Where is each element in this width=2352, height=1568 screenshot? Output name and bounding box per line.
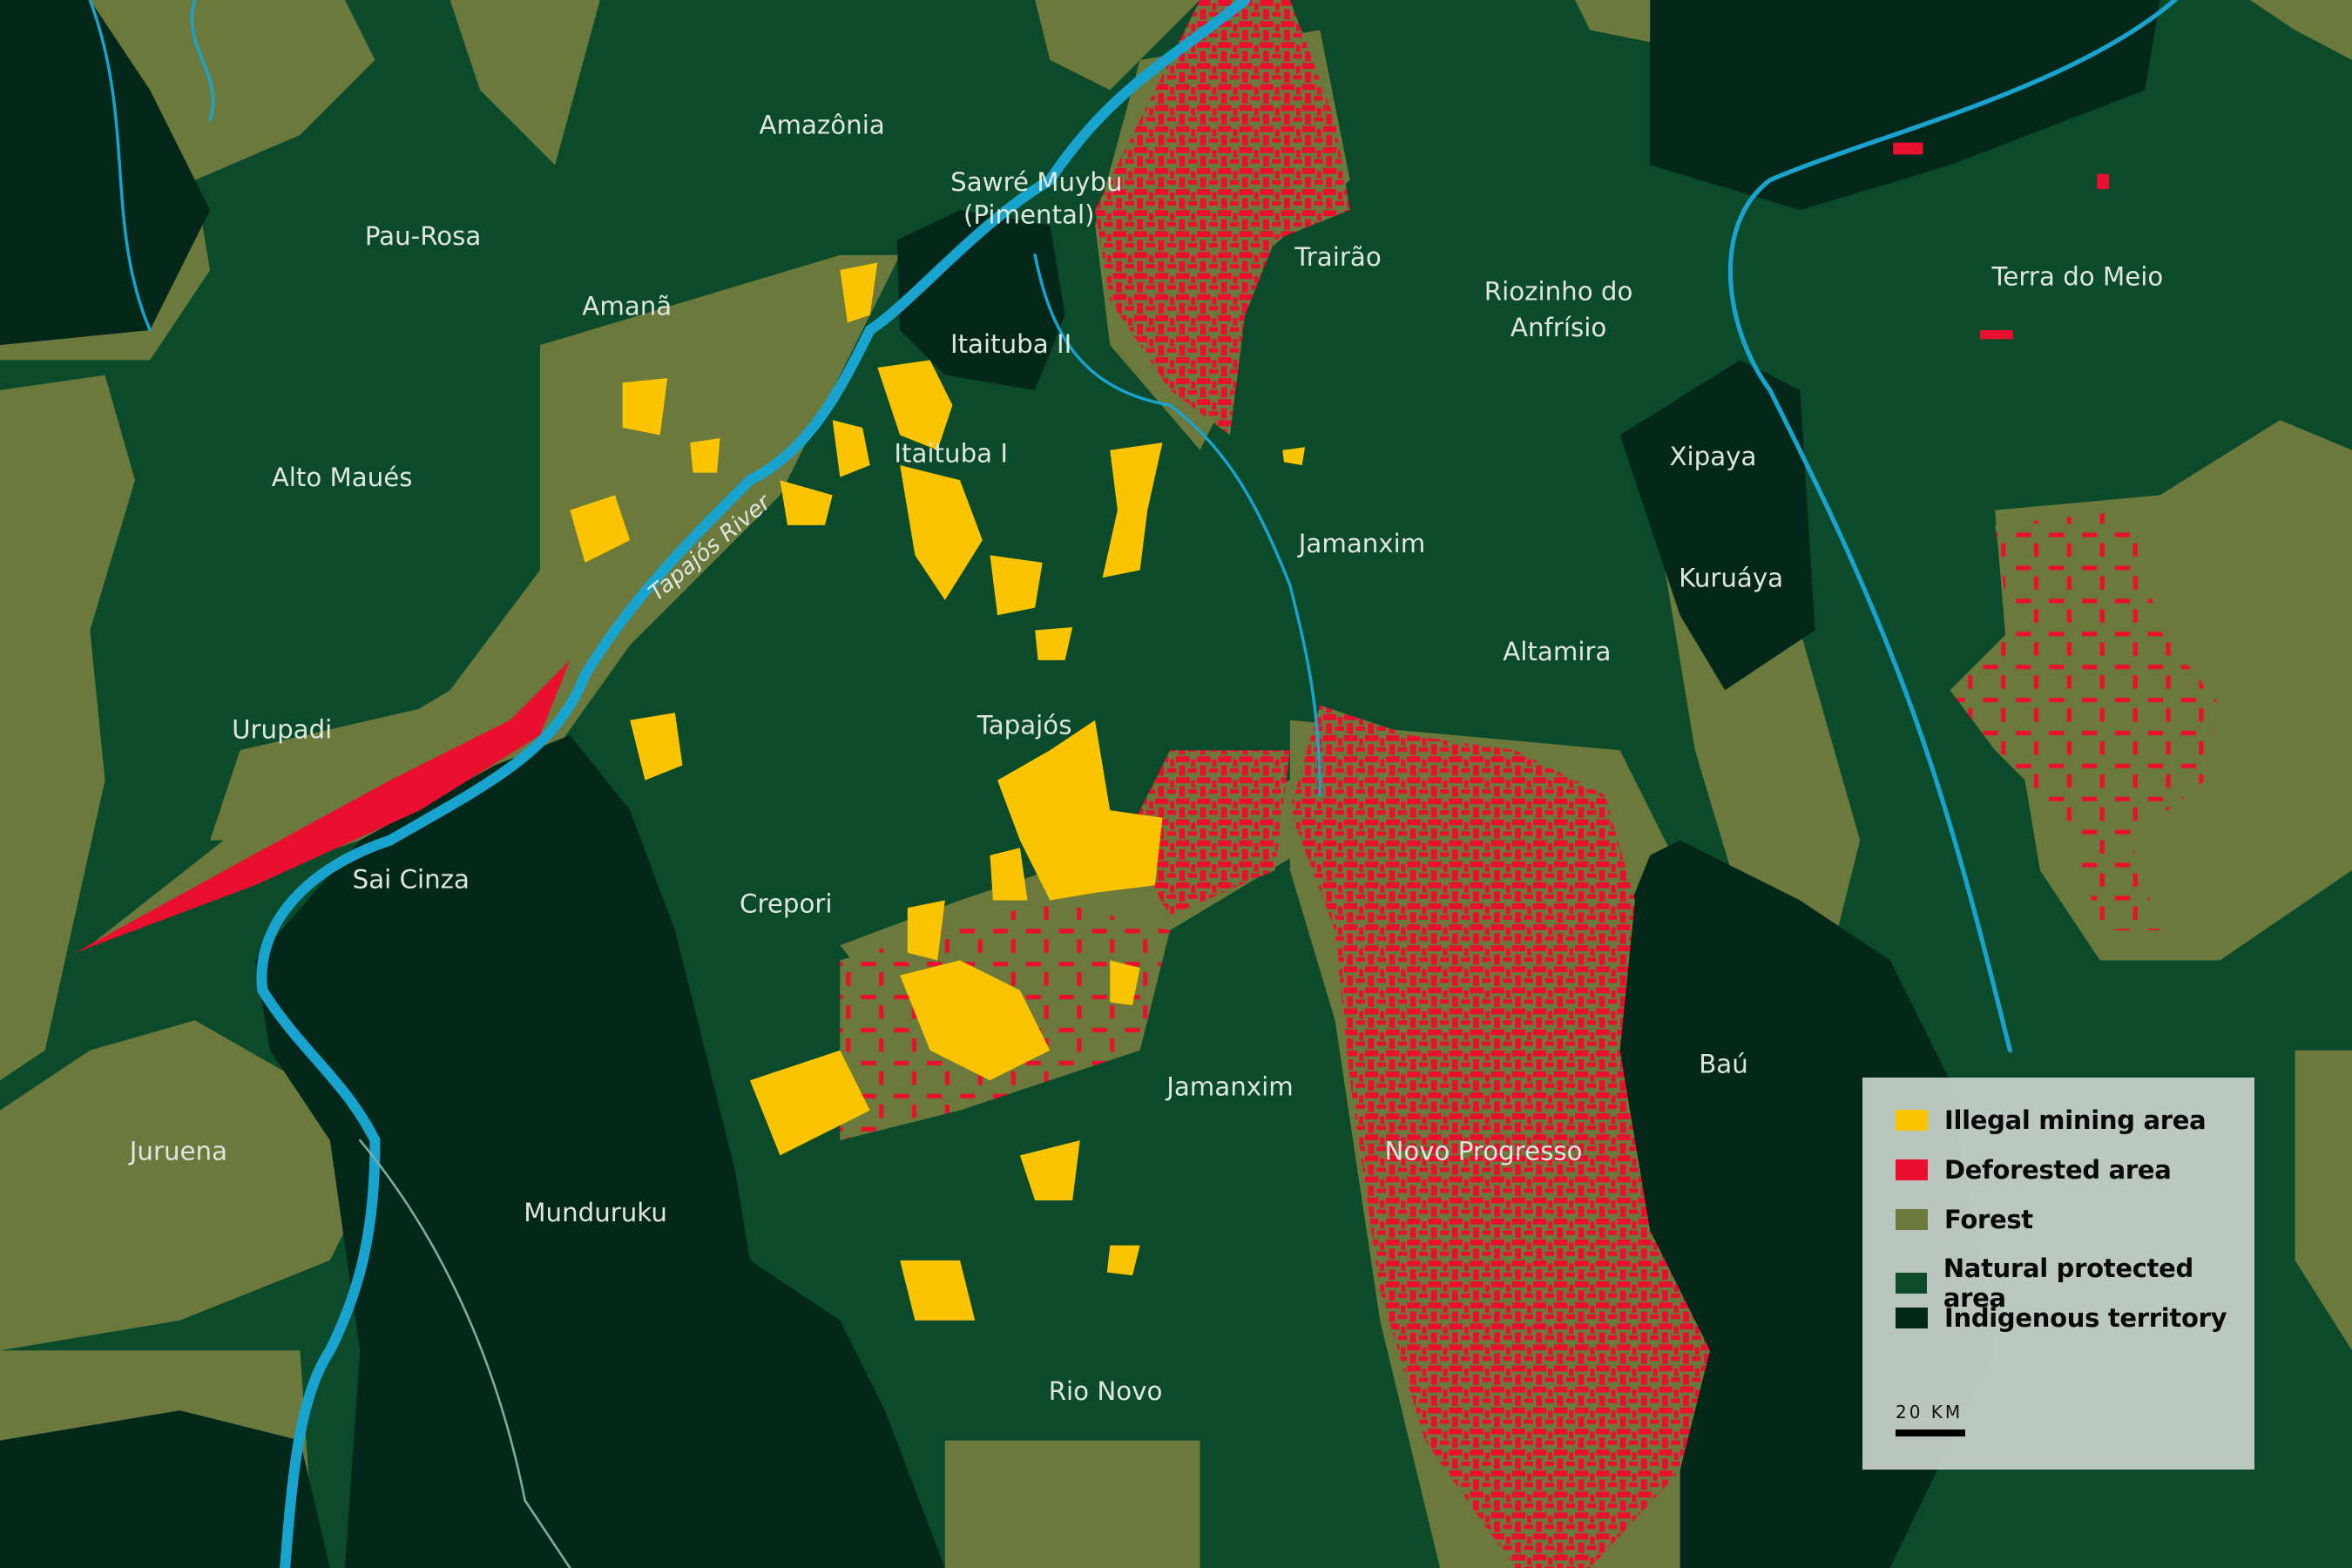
label-bau: Baú [1699,1050,1748,1079]
label-anfrisio: Anfrísio [1511,313,1606,342]
label-novo-progresso: Novo Progresso [1384,1136,1582,1166]
legend-item-indigenous: Indigenous territory [1896,1303,2227,1333]
label-rio-novo: Rio Novo [1049,1376,1163,1406]
label-munduruku: Munduruku [524,1198,667,1227]
forest-swatch [1896,1209,1928,1230]
legend-label: Natural protected area [1943,1254,2193,1313]
mining-swatch [1896,1110,1928,1131]
label-amana: Amanã [582,292,672,321]
label-urupadi: Urupadi [232,714,332,744]
tapajos-river [256,0,1251,1568]
label-terra-do-meio: Terra do Meio [1991,261,2164,291]
legend-label: Illegal mining area [1944,1105,2207,1135]
scale-label: 20 KM [1896,1402,1963,1423]
deforested-areas [75,0,2220,1568]
label-trairao: Trairão [1294,242,1382,272]
legend-label: Forest [1944,1205,2033,1234]
label-crepori: Crepori [740,889,832,918]
label-xipaya: Xipaya [1669,442,1756,471]
label-juruena: Juruena [128,1136,227,1166]
protected-swatch [1896,1273,1927,1294]
label-jamanxim-south: Jamanxim [1165,1071,1293,1101]
label-altamira: Altamira [1503,637,1611,666]
label-amazonia: Amazônia [759,110,884,139]
label-kuruaya: Kuruáya [1679,563,1783,592]
scale-bar [1896,1429,1965,1436]
label-jamanxim-north: Jamanxim [1297,529,1425,558]
label-itaituba-ii: Itaituba II [950,329,1071,359]
legend-item-deforested: Deforested area [1896,1155,2172,1185]
indigenous-swatch [1896,1308,1928,1328]
label-tapajos: Tapajós [977,710,1072,740]
legend-label: Indigenous territory [1944,1303,2227,1333]
legend-item-protected: Natural protected area [1896,1254,2254,1313]
legend-item-forest: Forest [1896,1205,2033,1234]
label-pimental: (Pimental) [963,200,1095,230]
label-sai-cinza: Sai Cinza [353,865,470,895]
label-alto-maues: Alto Maués [272,463,413,492]
label-sawre-muybu: Sawré Muybu [950,167,1122,197]
label-riozinho-do: Riozinho do [1484,276,1633,306]
xingu-river [1727,0,2178,1053]
deforested-swatch [1896,1159,1928,1180]
illegal-mining-areas [570,262,1306,1321]
map-legend: Illegal mining area Deforested area Fore… [1862,1078,2254,1470]
legend-label: Deforested area [1944,1155,2172,1185]
jamanxim-river [1033,253,1322,797]
rivers [88,0,2178,1568]
legend-item-mining: Illegal mining area [1896,1105,2207,1135]
label-itaituba-i: Itaituba I [894,439,1008,469]
label-pau-rosa: Pau-Rosa [365,221,481,251]
